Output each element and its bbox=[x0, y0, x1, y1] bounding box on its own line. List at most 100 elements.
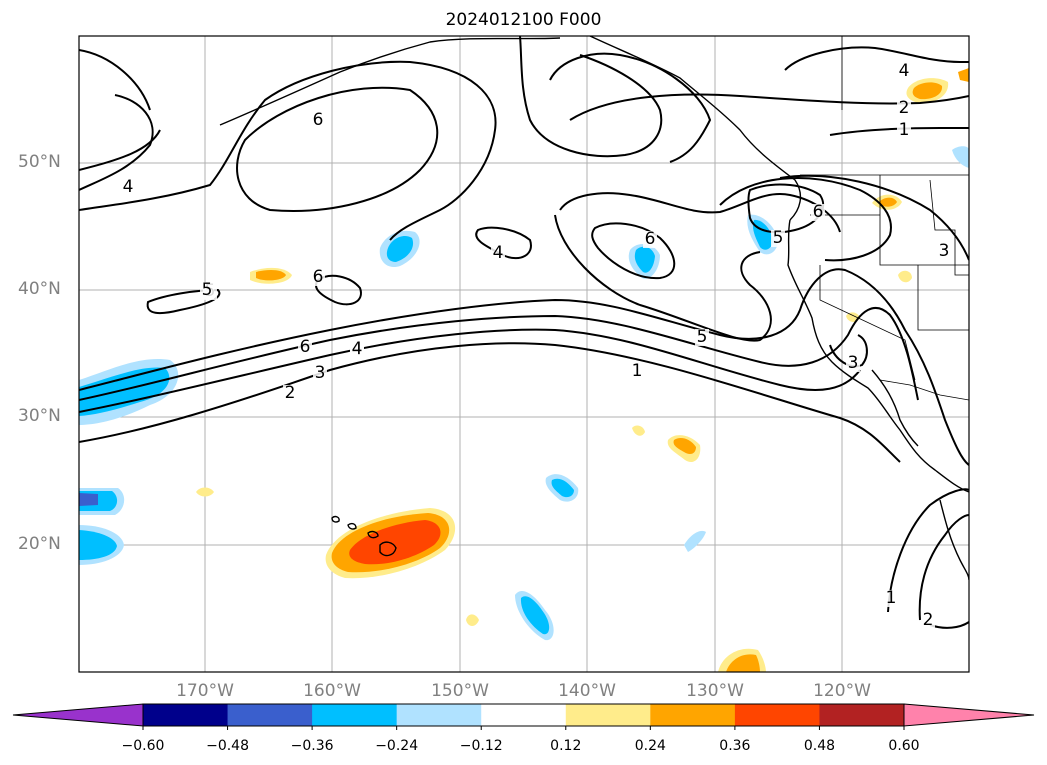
colorbar-segment bbox=[565, 704, 651, 726]
shade-neg-155w-43n-core bbox=[386, 236, 414, 262]
colorbar-segment bbox=[396, 704, 482, 726]
contour-label: 4 bbox=[123, 177, 134, 197]
negative-anomaly-shading bbox=[79, 146, 969, 641]
contour-label: 2 bbox=[923, 610, 934, 630]
contour-label: 1 bbox=[899, 120, 910, 140]
colorbar-tick-label: 0.12 bbox=[550, 738, 582, 754]
colorbar-tick-label: 0.36 bbox=[719, 738, 751, 754]
shade-pos-148w-14n bbox=[466, 614, 479, 626]
shade-neg-116w-50n bbox=[952, 146, 969, 168]
shade-neg-132w-19n bbox=[684, 530, 706, 552]
shade-neg-west-30n-core bbox=[79, 367, 170, 416]
map-title: 2024012100 F000 bbox=[445, 10, 602, 30]
mexico-coast bbox=[939, 499, 969, 581]
contour-label: 3 bbox=[315, 363, 326, 383]
lon-label-140w: 140°W bbox=[558, 681, 616, 701]
alaska-coast bbox=[219, 36, 802, 221]
colorbar-outline bbox=[142, 703, 905, 727]
shade-neg-135w-42n-core bbox=[634, 246, 655, 273]
shade-pos-170w-24n bbox=[196, 487, 214, 497]
colorbar-tick-label: −0.12 bbox=[459, 738, 503, 754]
colorbar-segment bbox=[819, 704, 905, 726]
contour-north-5 bbox=[519, 36, 663, 158]
colorbar-extend-high bbox=[903, 703, 1035, 727]
contour-label: 6 bbox=[645, 229, 656, 249]
contour-4-ne bbox=[784, 46, 969, 71]
shade-pos-hawaii-red bbox=[349, 520, 441, 565]
contour-label: 3 bbox=[939, 241, 950, 261]
contour-6-126w bbox=[747, 183, 825, 234]
colorbar-tick-label: −0.60 bbox=[121, 738, 165, 754]
contour-label: 6 bbox=[313, 267, 324, 287]
lat-label-50n: 50°N bbox=[18, 152, 61, 172]
colorbar bbox=[12, 703, 1035, 730]
state-border-4 bbox=[917, 265, 969, 331]
lon-label-150w: 150°W bbox=[431, 681, 489, 701]
contour-label: 1 bbox=[632, 361, 643, 381]
bc-washington-coast bbox=[787, 219, 969, 493]
contour-5-west bbox=[79, 60, 497, 241]
contour-3-115w bbox=[779, 174, 969, 261]
lat-label-20n: 20°N bbox=[18, 534, 61, 554]
shade-pos-165w-41n-core bbox=[256, 270, 286, 281]
colorbar-tick-label: −0.48 bbox=[206, 738, 249, 754]
contour-label: 3 bbox=[848, 353, 859, 373]
contour-label: 4 bbox=[899, 61, 910, 81]
contour-labels: 64465466542165354321312 bbox=[121, 61, 951, 630]
contour-2-ne bbox=[569, 93, 969, 121]
contour-jet-2 bbox=[79, 328, 861, 413]
shade-pos-131w-27n-core bbox=[673, 438, 696, 455]
contour-6-135w bbox=[591, 222, 676, 280]
contour-5-135w bbox=[554, 192, 841, 342]
hawaii-maui bbox=[367, 530, 379, 539]
contour-label: 6 bbox=[813, 202, 824, 222]
hawaii-big-island bbox=[379, 541, 397, 557]
contour-north-6 bbox=[549, 52, 712, 163]
contour-label: 5 bbox=[202, 280, 213, 300]
shade-pos-110w-56n bbox=[958, 68, 969, 82]
contour-label: 2 bbox=[285, 383, 296, 403]
gridlines bbox=[79, 36, 969, 672]
colorbar-segment bbox=[143, 704, 229, 726]
lon-label-120w: 120°W bbox=[813, 681, 871, 701]
contour-jet-1 bbox=[79, 342, 901, 463]
contour-jet-3 bbox=[79, 306, 919, 401]
contour-label: 4 bbox=[352, 339, 363, 359]
shade-pos-136w-29n bbox=[632, 425, 645, 436]
shade-pos-113w-47n-core bbox=[878, 197, 897, 207]
colorbar-segment bbox=[650, 704, 736, 726]
contour-5-125w bbox=[719, 177, 892, 262]
contour-3-ca bbox=[829, 334, 868, 368]
contour-label: 2 bbox=[899, 98, 910, 118]
contour-label: 1 bbox=[886, 588, 897, 608]
state-border-1 bbox=[879, 175, 969, 266]
shade-pos-117w-55n-core bbox=[912, 82, 943, 100]
contour-4-nw bbox=[79, 49, 161, 171]
lon-label-160w: 160°W bbox=[303, 681, 361, 701]
colorbar-segment bbox=[734, 704, 820, 726]
baja-coast bbox=[871, 369, 919, 447]
colorbar-tick-label: 0.60 bbox=[888, 738, 920, 754]
colorbar-tick-label: −0.36 bbox=[290, 738, 334, 754]
contour-label: 4 bbox=[493, 243, 504, 263]
contour-label: 6 bbox=[300, 337, 311, 357]
shade-neg-142w-24n-core bbox=[551, 478, 574, 498]
colorbar-extend-low bbox=[12, 703, 144, 727]
contour-label: 5 bbox=[697, 327, 708, 347]
colorbar-segment bbox=[481, 704, 567, 726]
colorbar-tick-label: −0.24 bbox=[375, 738, 419, 754]
contour-high-6-west bbox=[236, 86, 439, 212]
contour-6-small bbox=[315, 274, 362, 306]
contour-6-center bbox=[475, 226, 532, 260]
lon-label-170w: 170°W bbox=[176, 681, 234, 701]
contour-1-ne bbox=[829, 127, 969, 136]
contours bbox=[79, 36, 969, 629]
lon-label-130w: 130°W bbox=[686, 681, 744, 701]
colorbar-segment bbox=[227, 704, 313, 726]
contour-label: 5 bbox=[773, 228, 784, 248]
shade-pos-110w-41n bbox=[898, 270, 912, 283]
positive-anomaly-shading bbox=[196, 68, 969, 672]
shade-neg-west-20n-core bbox=[79, 530, 117, 560]
hawaii-oahu bbox=[347, 522, 357, 530]
contour-mex-1 bbox=[887, 488, 969, 613]
